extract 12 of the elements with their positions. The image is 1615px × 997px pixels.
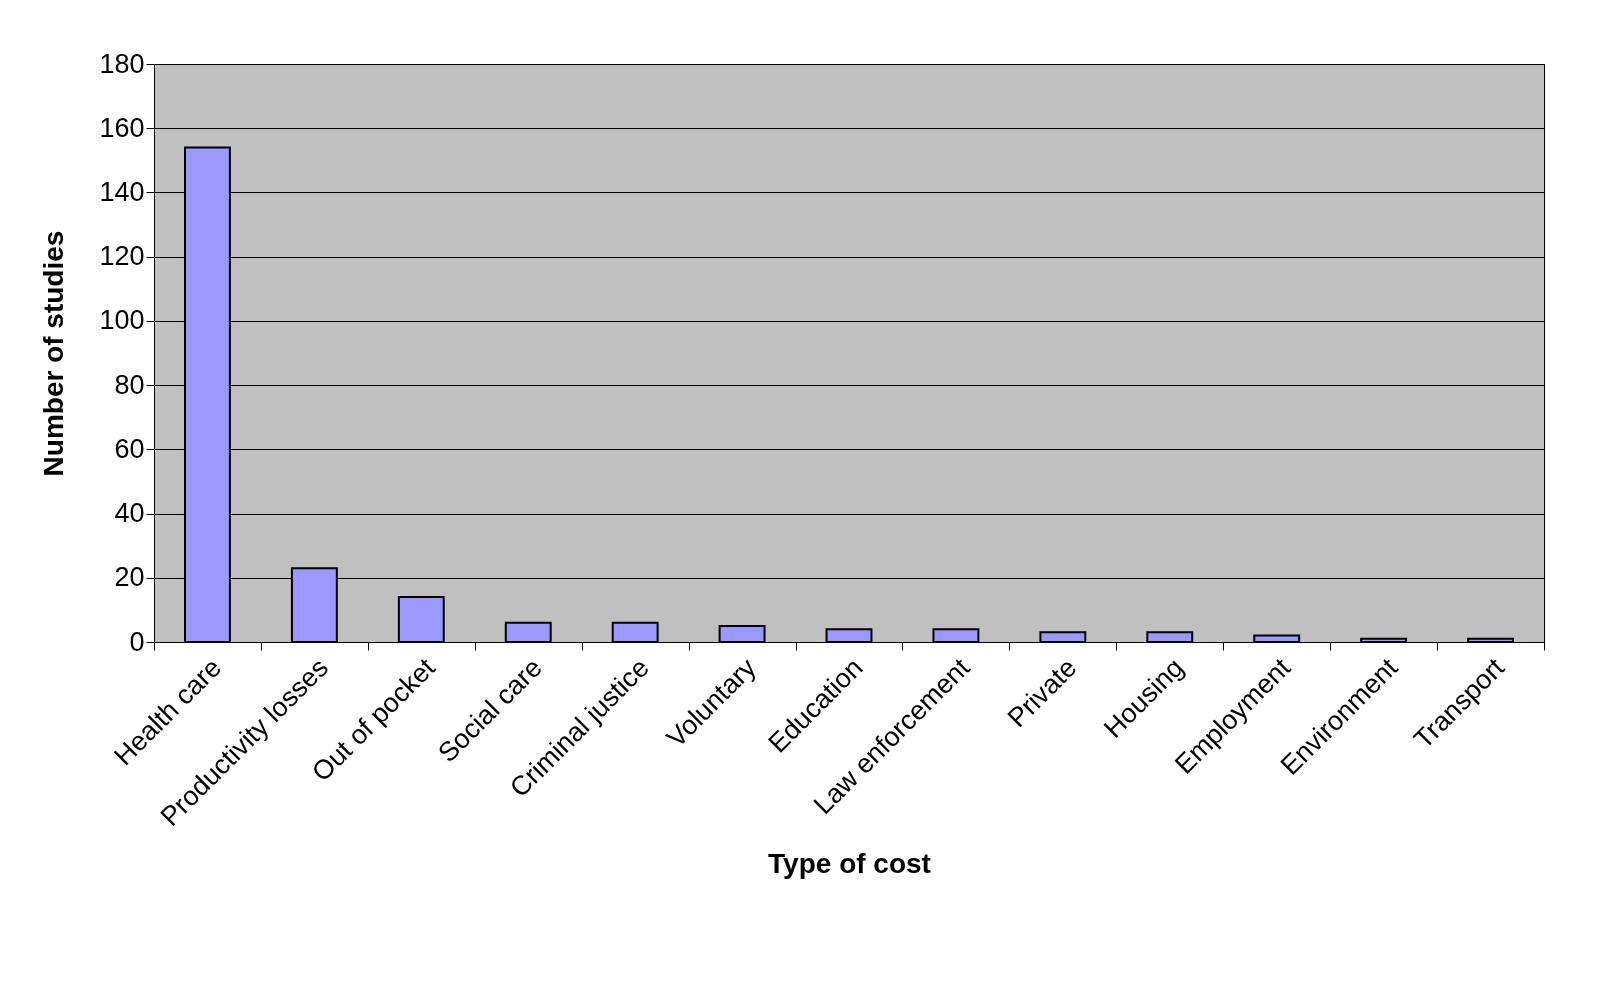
y-tick-label: 160 [99,112,145,143]
y-tick-label: 100 [99,305,145,336]
y-tick-label: 60 [114,433,145,464]
y-tick-label: 0 [129,626,145,657]
y-tick-label: 140 [99,176,145,207]
y-tick-label: 20 [114,562,145,593]
x-axis-title: Type of cost [768,847,931,879]
y-axis-title: Number of studies [38,230,70,477]
y-tick-label: 40 [114,498,145,529]
y-tick-label: 80 [114,369,145,400]
y-tick-label: 120 [99,241,145,272]
y-tick-label: 180 [99,48,145,79]
